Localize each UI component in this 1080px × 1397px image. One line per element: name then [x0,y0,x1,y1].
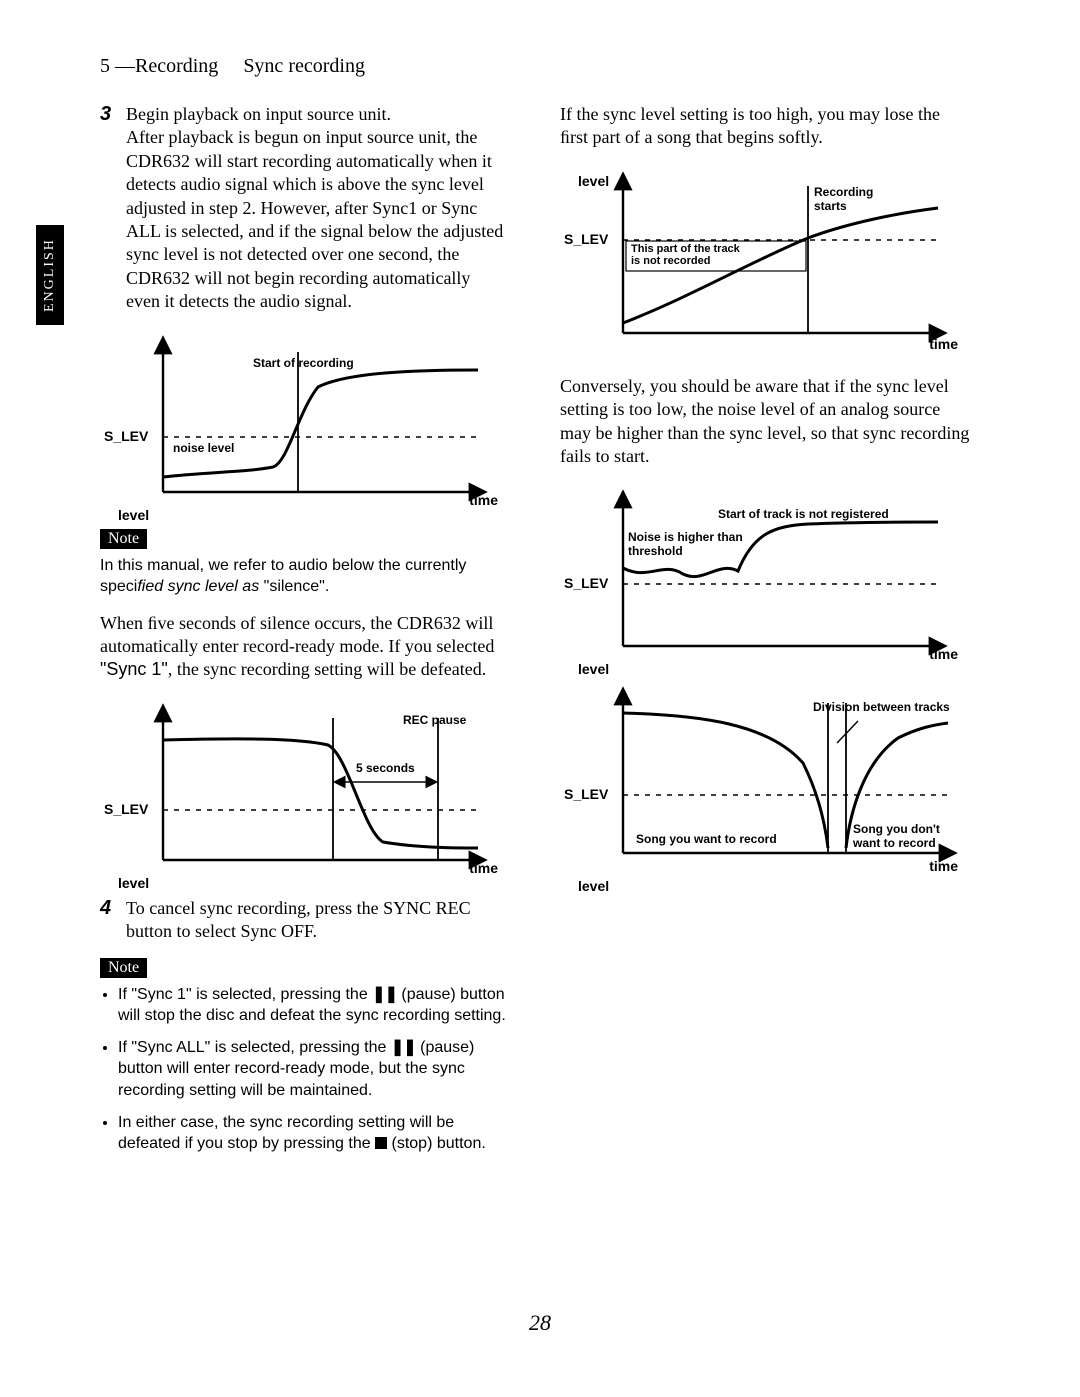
note-bullet: In either case, the sync recording setti… [118,1112,510,1155]
anno-recstarts: Recordingstarts [814,186,873,214]
pause-icon: ❚❚ [372,984,397,1006]
section-title: Sync recording [243,55,365,77]
step-number: 3 [100,103,122,126]
step-text: To cancel sync recording, press the SYNC… [126,897,506,944]
anno-division: Division between tracks [813,701,950,715]
y-label: level [578,661,609,677]
chart-start-recording: level S_LEV time Start of recording nois… [118,332,508,507]
slev-label: S_LEV [564,575,608,591]
note-bullet: If "Sync 1" is selected, pressing the ❚❚… [118,984,510,1027]
x-label: time [929,336,958,352]
step-3: 3 Begin playback on input source unit. A… [100,103,510,314]
anno-notreg: Start of track is not registered [718,508,889,522]
y-label: level [118,507,149,523]
chart-division: level S_LEV time Division between tracks… [578,683,968,878]
step-text: Begin playback on input source unit. Aft… [126,103,506,314]
x-label: time [929,858,958,874]
note-bullet: If "Sync ALL" is selected, pressing the … [118,1037,510,1102]
chart-rec-pause: level S_LEV time REC pause 5 seconds [118,700,508,875]
slev-label: S_LEV [564,786,608,802]
left-column: 3 Begin playback on input source unit. A… [100,103,510,1165]
anno-dontwant: Song you don'twant to record [853,823,940,851]
anno-notrec: This part of the trackis not recorded [631,243,740,268]
silence-para: When ﬁve seconds of silence occurs, the … [100,612,510,682]
page-content: 5 —Recording Sync recording 3 Begin play… [100,55,1000,1165]
x-label: time [469,492,498,508]
right-p1: If the sync level setting is too high, y… [560,103,970,150]
anno-5sec: 5 seconds [356,762,415,776]
chart-level-high: level S_LEV time Recordingstarts This pa… [578,168,968,353]
y-label: level [578,173,609,189]
slev-label: S_LEV [104,801,148,817]
x-label: time [929,646,958,662]
anno-recpause: REC pause [403,714,466,728]
anno-noise: noise level [173,442,234,456]
page-number: 28 [0,1310,1080,1336]
note-label: Note [100,529,147,549]
chapter-num: 5 —Recording [100,55,218,77]
step-number: 4 [100,897,122,920]
note-bullets: If "Sync 1" is selected, pressing the ❚❚… [100,984,510,1155]
right-p2: Conversely, you should be aware that if … [560,375,970,469]
anno-noisehigh: Noise is higher thanthreshold [628,531,743,559]
anno-start: Start of recording [253,357,354,371]
x-label: time [469,860,498,876]
slev-label: S_LEV [564,231,608,247]
stop-icon [375,1137,387,1149]
chart-level-low: level S_LEV time Start of track is not r… [578,486,968,661]
language-tab: ENGLISH [36,225,64,325]
note-label: Note [100,958,147,978]
y-label: level [578,878,609,894]
anno-want: Song you want to record [636,833,777,847]
step-4: 4 To cancel sync recording, press the SY… [100,897,510,944]
slev-label: S_LEV [104,428,148,444]
right-column: If the sync level setting is too high, y… [560,103,970,1165]
page-header: 5 —Recording Sync recording [100,55,1000,78]
pause-icon: ❚❚ [391,1037,416,1059]
y-label: level [118,875,149,891]
note-text: In this manual, we refer to audio below … [100,555,510,598]
